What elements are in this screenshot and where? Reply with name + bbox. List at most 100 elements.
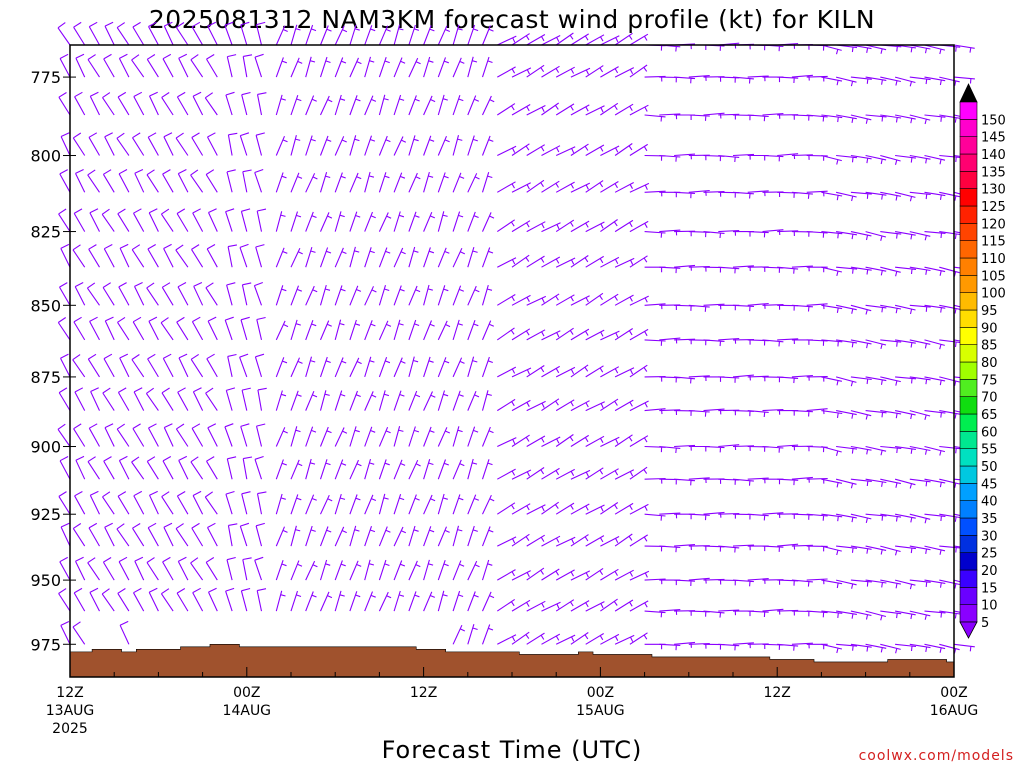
- wind-barb: [59, 282, 71, 306]
- colorbar-swatch: [959, 379, 978, 397]
- wind-barb: [161, 491, 174, 515]
- x-tick-label: 14AUG: [223, 703, 272, 719]
- wind-barb: [90, 387, 100, 411]
- wind-barb: [160, 317, 174, 341]
- wind-barb: [880, 231, 902, 239]
- wind-barb: [275, 25, 288, 46]
- wind-barb: [629, 570, 650, 581]
- wind-barb: [393, 426, 404, 447]
- wind-barb: [240, 208, 251, 232]
- wind-barb: [378, 493, 389, 515]
- wind-barb: [226, 282, 236, 306]
- wind-barb: [703, 339, 725, 347]
- wind-barb: [290, 560, 303, 581]
- wind-barb: [290, 426, 301, 447]
- wind-barb: [570, 632, 589, 645]
- wind-barb: [821, 44, 842, 55]
- wind-barb: [895, 376, 917, 384]
- wind-barb: [894, 191, 916, 202]
- wind-barb: [104, 522, 115, 547]
- wind-barb: [511, 469, 532, 480]
- wind-barb: [437, 357, 450, 378]
- wind-barb: [880, 545, 901, 556]
- wind-barb: [541, 601, 561, 612]
- wind-barb: [467, 458, 478, 480]
- colorbar-swatch: [959, 413, 978, 432]
- wind-barb: [939, 410, 960, 419]
- wind-barb: [585, 144, 605, 156]
- wind-barb: [319, 320, 332, 341]
- wind-barb: [393, 459, 406, 480]
- wind-barb: [600, 102, 619, 116]
- colorbar-label: 110: [981, 252, 1006, 267]
- wind-barb: [305, 426, 317, 447]
- wind-barb: [511, 182, 531, 193]
- colorbar-label: 30: [981, 529, 998, 544]
- wind-barb: [467, 320, 479, 341]
- wind-barb: [207, 21, 218, 46]
- wind-barb: [467, 591, 479, 612]
- wind-barb: [423, 559, 434, 581]
- wind-barb: [378, 57, 390, 78]
- wind-barb: [939, 445, 961, 454]
- wind-barb: [467, 624, 478, 645]
- wind-barb: [865, 339, 887, 350]
- x-tick-label: 13AUG: [46, 703, 95, 719]
- wind-barb: [600, 398, 619, 412]
- wind-barb: [467, 525, 478, 547]
- wind-barb: [865, 478, 887, 487]
- wind-barb: [614, 103, 634, 116]
- wind-barb: [511, 570, 531, 581]
- wind-barb: [821, 513, 843, 522]
- wind-barb: [481, 526, 494, 547]
- wind-barb: [132, 21, 145, 46]
- wind-barb: [290, 459, 303, 480]
- wind-barb: [481, 559, 493, 581]
- wind-barb: [393, 172, 406, 193]
- wind-barb: [423, 426, 435, 447]
- wind-barb: [59, 556, 71, 581]
- wind-barb: [497, 398, 516, 412]
- wind-barb: [850, 339, 872, 349]
- wind-barb: [555, 399, 575, 412]
- wind-barb: [393, 136, 407, 156]
- wind-barb: [225, 490, 235, 515]
- colorbar-label: 95: [981, 304, 998, 319]
- wind-barb: [850, 266, 872, 275]
- wind-barb: [865, 376, 887, 385]
- wind-barb: [644, 339, 666, 346]
- wind-barb: [319, 284, 331, 306]
- colorbar-swatch: [959, 552, 978, 571]
- wind-barb: [132, 132, 145, 156]
- wind-barb: [821, 410, 843, 418]
- wind-barb: [162, 456, 174, 480]
- wind-barb: [570, 33, 589, 46]
- wind-barb: [821, 339, 843, 347]
- wind-barb: [205, 557, 218, 581]
- wind-barb: [163, 132, 174, 156]
- y-tick-label: 875: [30, 368, 61, 387]
- wind-barb: [614, 533, 633, 547]
- wind-barb: [894, 76, 916, 87]
- wind-barb: [555, 327, 574, 341]
- wind-barb: [614, 257, 635, 268]
- wind-barb: [835, 410, 857, 419]
- colorbar-swatch: [959, 119, 978, 137]
- wind-barb: [408, 525, 419, 547]
- wind-barb: [452, 211, 464, 232]
- wind-barb: [777, 266, 799, 274]
- wind-barb: [570, 400, 590, 412]
- wind-barb: [880, 579, 902, 589]
- wind-barbs: [57, 21, 975, 654]
- colorbar-swatch: [959, 517, 978, 536]
- wind-barb: [939, 478, 960, 489]
- x-tick-label: 15AUG: [576, 703, 625, 719]
- wind-barb: [254, 455, 264, 480]
- wind-barb: [865, 266, 887, 276]
- wind-barb: [511, 33, 530, 46]
- wind-barb: [393, 94, 405, 116]
- wind-barb: [541, 145, 561, 156]
- wind-barb: [162, 556, 174, 581]
- wind-barb: [191, 132, 204, 156]
- wind-barb: [87, 54, 100, 78]
